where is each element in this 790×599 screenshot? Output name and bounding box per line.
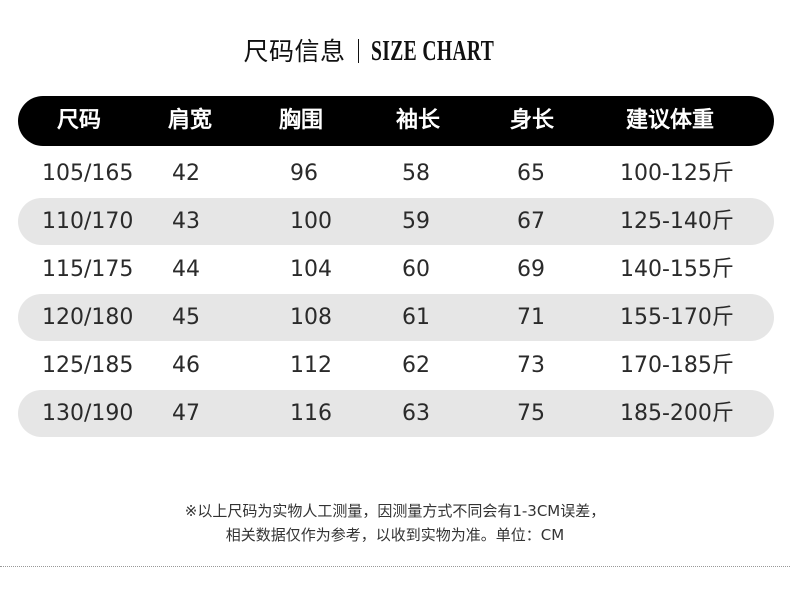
cell-chest: 96 bbox=[290, 161, 318, 186]
cell-shoulder: 44 bbox=[172, 257, 200, 282]
cell-length: 69 bbox=[517, 257, 545, 282]
header-shoulder: 肩宽 bbox=[167, 108, 213, 133]
cell-sleeve: 58 bbox=[402, 161, 430, 186]
table-row: 125/185 46 112 62 73 170-185斤 bbox=[18, 342, 774, 389]
cell-sleeve: 61 bbox=[402, 305, 430, 330]
title-cn: 尺码信息 bbox=[243, 37, 346, 66]
cell-length: 71 bbox=[517, 305, 545, 330]
cell-weight: 140-155斤 bbox=[620, 257, 734, 282]
cell-size: 120/180 bbox=[42, 305, 134, 330]
cell-sleeve: 63 bbox=[402, 401, 430, 426]
cell-chest: 104 bbox=[290, 257, 332, 282]
table-row: 120/180 45 108 61 71 155-170斤 bbox=[18, 294, 774, 341]
cell-size: 125/185 bbox=[42, 353, 134, 378]
dotted-divider bbox=[0, 566, 790, 567]
cell-weight: 155-170斤 bbox=[620, 305, 734, 330]
header-weight: 建议体重 bbox=[625, 108, 715, 133]
table-row: 105/165 42 96 58 65 100-125斤 bbox=[18, 150, 774, 197]
table-row: 110/170 43 100 59 67 125-140斤 bbox=[18, 198, 774, 245]
cell-size: 115/175 bbox=[42, 257, 134, 282]
cell-weight: 100-125斤 bbox=[620, 161, 734, 186]
cell-length: 75 bbox=[517, 401, 545, 426]
cell-length: 67 bbox=[517, 209, 545, 234]
header-chest: 胸围 bbox=[278, 108, 324, 133]
title-divider bbox=[357, 39, 359, 63]
cell-shoulder: 43 bbox=[172, 209, 200, 234]
page-title: 尺码信息 SIZE CHART bbox=[0, 32, 790, 68]
cell-sleeve: 60 bbox=[402, 257, 430, 282]
cell-weight: 125-140斤 bbox=[620, 209, 734, 234]
cell-sleeve: 62 bbox=[402, 353, 430, 378]
cell-length: 65 bbox=[517, 161, 545, 186]
cell-chest: 112 bbox=[290, 353, 332, 378]
cell-size: 130/190 bbox=[42, 401, 134, 426]
header-sleeve: 袖长 bbox=[395, 108, 441, 133]
header-length: 身长 bbox=[509, 108, 555, 133]
cell-chest: 108 bbox=[290, 305, 332, 330]
cell-size: 110/170 bbox=[42, 209, 134, 234]
cell-sleeve: 59 bbox=[402, 209, 430, 234]
cell-shoulder: 46 bbox=[172, 353, 200, 378]
cell-weight: 185-200斤 bbox=[620, 401, 734, 426]
note-line-2: 相关数据仅作为参考，以收到实物为准。单位：CM bbox=[225, 526, 565, 544]
cell-weight: 170-185斤 bbox=[620, 353, 734, 378]
header-size: 尺码 bbox=[56, 108, 102, 133]
table-row: 130/190 47 116 63 75 185-200斤 bbox=[18, 390, 774, 437]
cell-length: 73 bbox=[517, 353, 545, 378]
cell-shoulder: 45 bbox=[172, 305, 200, 330]
table-row: 115/175 44 104 60 69 140-155斤 bbox=[18, 246, 774, 293]
cell-chest: 100 bbox=[290, 209, 332, 234]
cell-shoulder: 47 bbox=[172, 401, 200, 426]
table-header: 尺码 肩宽 胸围 袖长 身长 建议体重 bbox=[18, 96, 774, 146]
cell-shoulder: 42 bbox=[172, 161, 200, 186]
cell-chest: 116 bbox=[290, 401, 332, 426]
title-en: SIZE CHART bbox=[370, 36, 494, 67]
note-line-1: ※以上尺码为实物人工测量，因测量方式不同会有1-3CM误差， bbox=[184, 502, 606, 520]
cell-size: 105/165 bbox=[42, 161, 134, 186]
